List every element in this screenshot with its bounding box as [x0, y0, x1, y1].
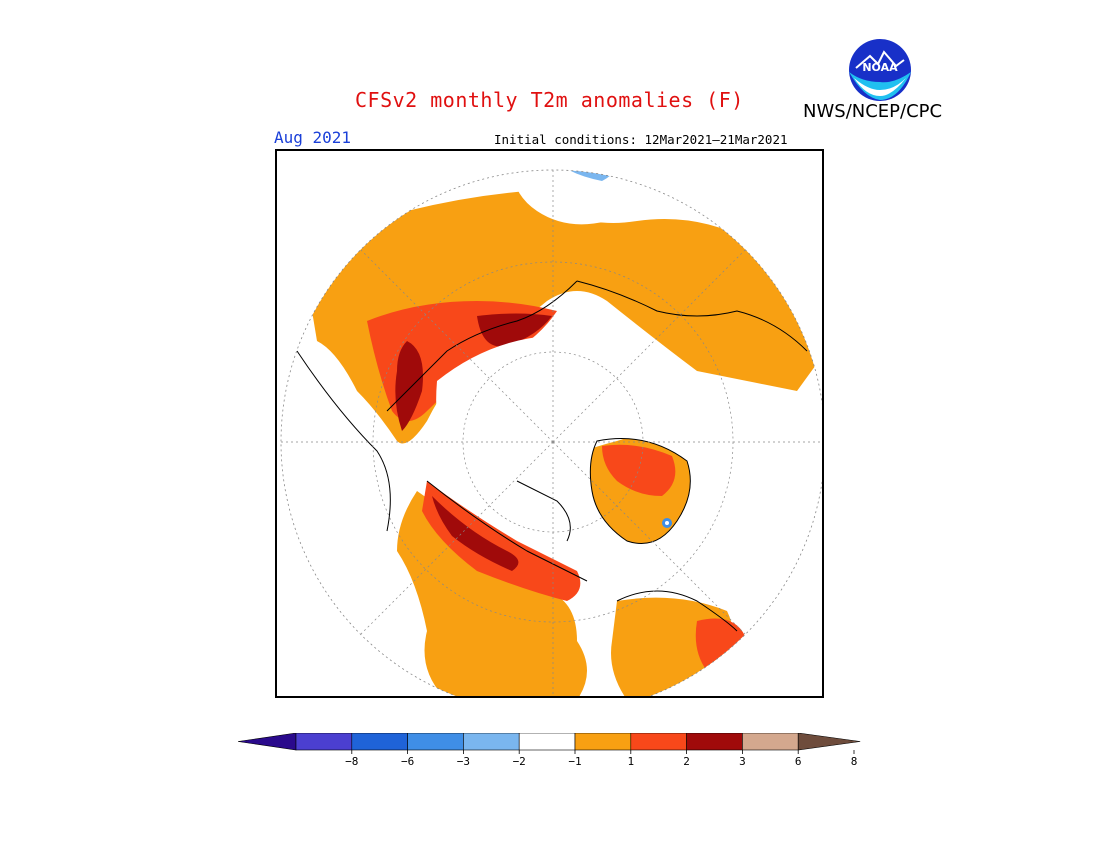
- colorbar-swatch: [574, 733, 632, 751]
- colorbar-tick-label: −3: [457, 755, 470, 768]
- colorbar-swatch: [686, 733, 743, 751]
- colorbar-swatch: [407, 733, 464, 751]
- colorbar: −8 −6 −3 −2 −1 1 2 3 6 8: [238, 733, 861, 768]
- anomaly-field-siberia: [367, 301, 557, 431]
- colorbar-tick-label: 6: [795, 755, 802, 768]
- colorbar-swatch: [351, 733, 408, 751]
- colorbar-swatch: [742, 733, 799, 751]
- colorbar-tick-label: 8: [851, 755, 858, 768]
- colorbar-tick-label: −8: [345, 755, 358, 768]
- colorbar-arrow-low: [238, 733, 297, 751]
- anomaly-field-north-america: [397, 481, 587, 696]
- colorbar-tick-label: 2: [683, 755, 690, 768]
- graticule: [281, 170, 822, 696]
- noaa-logo: NOAA: [849, 39, 911, 101]
- colorbar-arrow-high: [797, 733, 861, 751]
- initial-conditions-label: Initial conditions: 12Mar2021–21Mar2021: [494, 132, 788, 147]
- polar-map: [280, 169, 822, 696]
- anomaly-field-greenland: [590, 438, 691, 544]
- coastlines: [296, 280, 808, 632]
- colorbar-swatch: [295, 733, 353, 751]
- colorbar-tick-label: −2: [513, 755, 526, 768]
- map-panel: [275, 149, 824, 698]
- latitude-boundary: [280, 169, 822, 696]
- colorbar-swatch: [463, 733, 520, 751]
- colorbar-tick-label: −1: [568, 755, 581, 768]
- agency-label: NWS/NCEP/CPC: [803, 101, 943, 122]
- colorbar-tick-label: −6: [401, 755, 414, 768]
- valid-month-label: Aug 2021: [274, 128, 352, 147]
- map-title: CFSv2 monthly T2m anomalies (F): [355, 88, 744, 112]
- colorbar-swatch: [518, 733, 576, 751]
- colorbar-tick-label: 1: [627, 755, 634, 768]
- colorbar-tick-label: 3: [739, 755, 746, 768]
- colorbar-swatch: [630, 733, 687, 751]
- noaa-logo-text: NOAA: [862, 61, 898, 74]
